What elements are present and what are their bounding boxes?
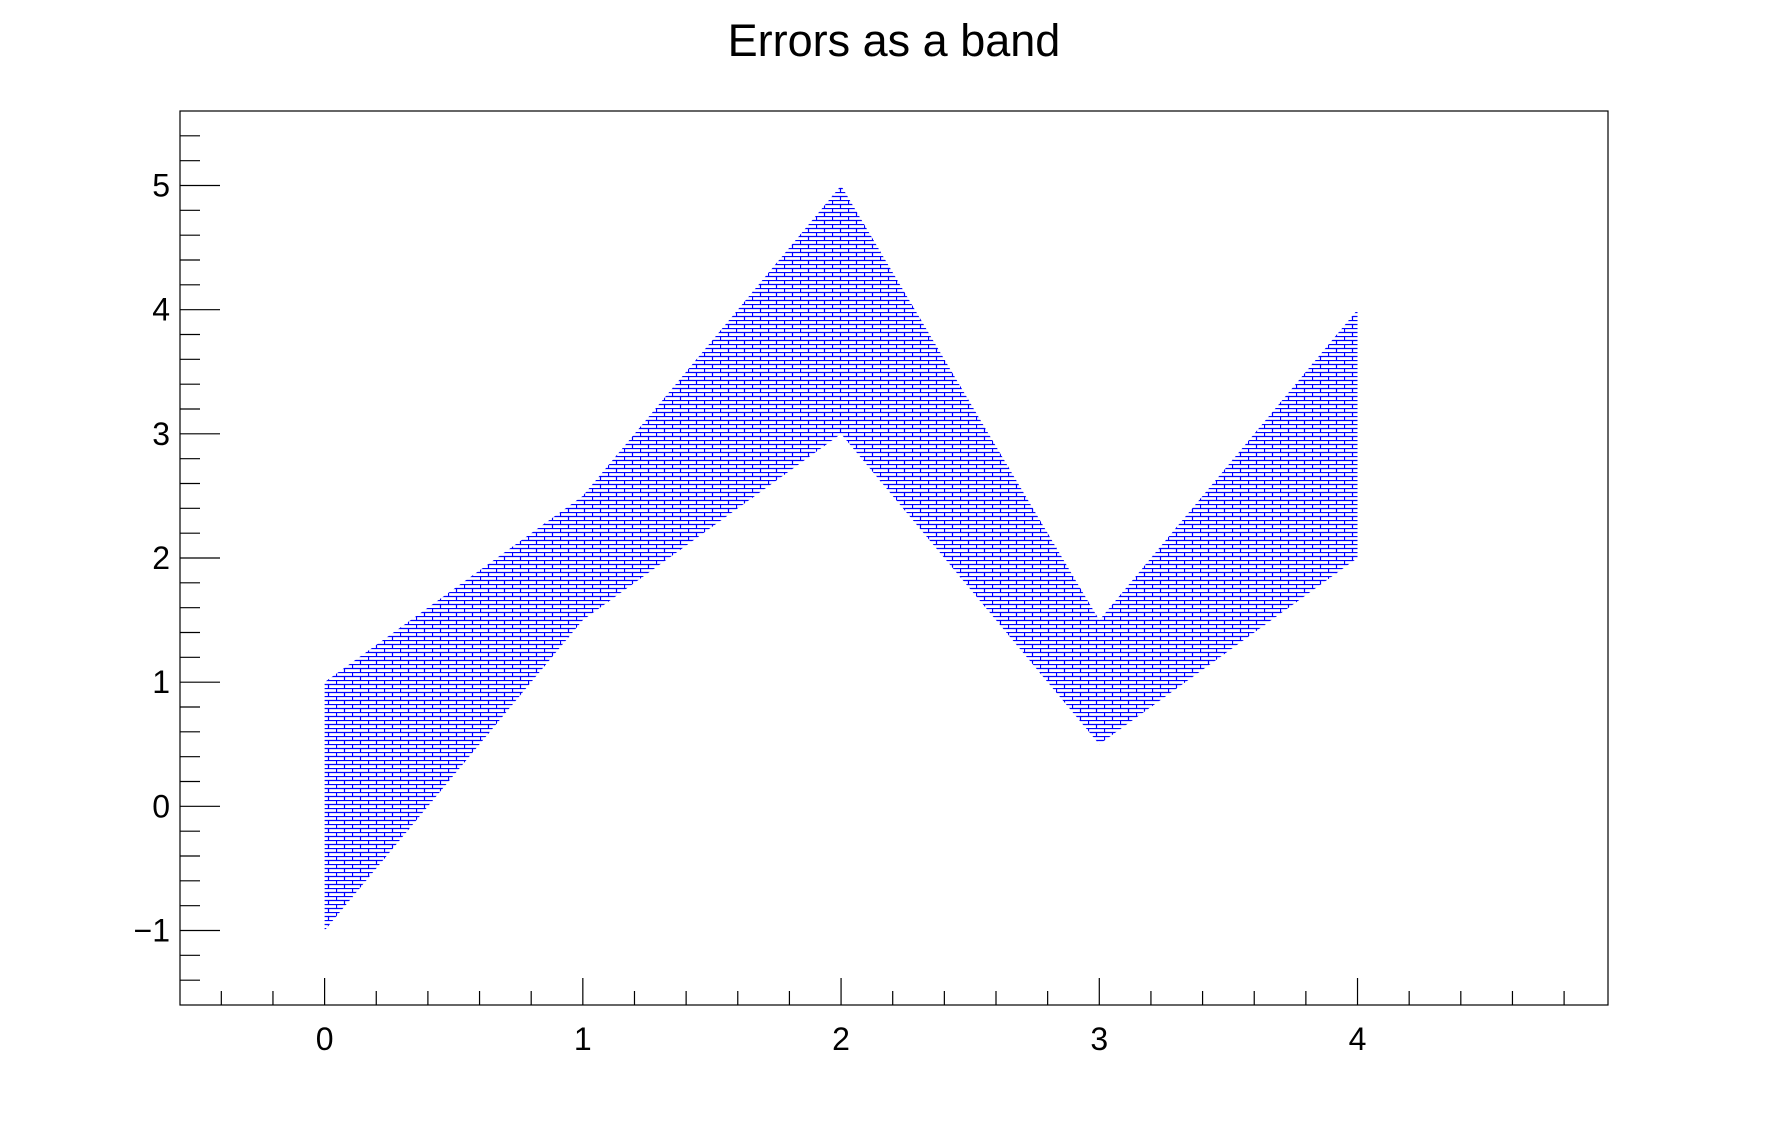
x-tick-label: 2	[832, 1021, 850, 1057]
x-tick-label: 0	[316, 1021, 334, 1057]
y-tick-label: 2	[152, 540, 170, 576]
x-tick-label: 1	[574, 1021, 592, 1057]
y-tick-label: 3	[152, 416, 170, 452]
y-tick-label: −1	[134, 913, 170, 949]
chart-title: Errors as a band	[728, 15, 1061, 66]
y-tick-label: 1	[152, 664, 170, 700]
x-tick-label: 3	[1090, 1021, 1108, 1057]
error-band	[324, 185, 1358, 931]
plot-frame	[179, 110, 1609, 1006]
x-tick-label: 4	[1349, 1021, 1367, 1057]
y-tick-label: 5	[152, 168, 170, 204]
y-tick-label: 0	[152, 788, 170, 824]
y-tick-label: 4	[152, 292, 170, 328]
